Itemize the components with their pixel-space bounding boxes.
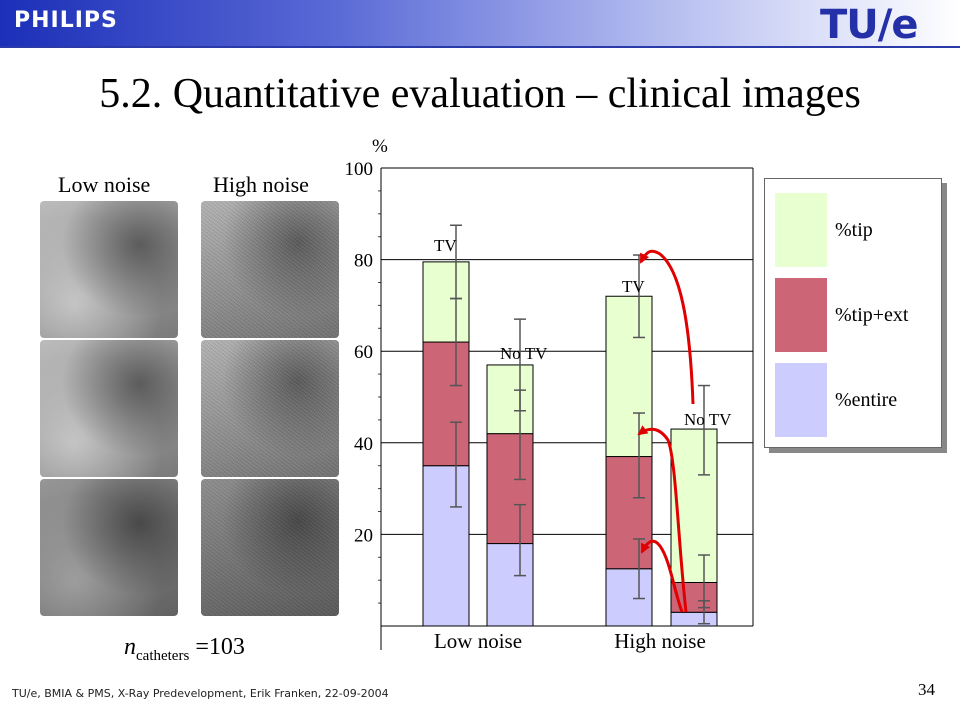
bar-4-label: No TV	[684, 410, 732, 429]
bar-2-tip-segment	[486, 364, 534, 435]
bar-2-label: No TV	[500, 344, 548, 363]
legend-label-tip-ext: %tip+ext	[835, 304, 909, 326]
low-noise-column-label: Low noise	[58, 172, 151, 197]
legend-swatch-tip	[775, 193, 827, 267]
bar-3-label: TV	[622, 277, 645, 296]
bar-1-tip-segment	[422, 261, 470, 343]
y-tick-label-60: 60	[354, 342, 373, 363]
bar-1-label: TV	[434, 236, 457, 255]
page-number: 34	[918, 680, 935, 699]
bar-4-entire-segment	[670, 611, 718, 627]
bar-3-entire-segment	[605, 568, 653, 627]
catheter-count-n: n	[124, 634, 136, 660]
catheter-count-value: =103	[195, 634, 245, 660]
red-arrow-1	[639, 249, 695, 405]
bar-1-entire-segment	[422, 465, 470, 627]
bar-4-tip-segment	[670, 428, 718, 583]
y-tick-label-100: 100	[345, 159, 374, 180]
tue-logo: TU/e	[820, 2, 919, 48]
legend-swatch-entire	[775, 363, 827, 437]
header-bar	[0, 0, 960, 46]
chart-legend: %tip %tip+ext %entire	[764, 178, 942, 448]
bar-2-tip-ext-segment	[486, 433, 534, 545]
philips-logo: PHILIPS	[14, 8, 118, 33]
red-arrow-2	[637, 425, 688, 613]
low-noise-image-2	[40, 340, 178, 477]
y-tick-label-80: 80	[354, 251, 373, 272]
high-noise-image-2	[201, 340, 339, 477]
low-noise-image-3	[40, 479, 178, 616]
slide-title: 5.2. Quantitative evaluation – clinical …	[99, 71, 861, 117]
footer-credits: TU/e, BMIA & PMS, X-Ray Predevelopment, …	[12, 687, 389, 700]
legend-swatch-tip-ext	[775, 278, 827, 352]
legend-label-tip: %tip	[835, 219, 873, 241]
y-tick-label-20: 20	[354, 525, 373, 546]
x-group-label-high-noise: High noise	[614, 629, 706, 653]
high-noise-image-3	[201, 479, 339, 616]
bar-3-tip-ext-segment	[605, 456, 653, 570]
bar-3-tip-segment	[605, 295, 653, 458]
bar-2-entire-segment	[486, 543, 534, 627]
red-arrow-3	[640, 539, 684, 613]
low-noise-image-1	[40, 201, 178, 338]
y-axis-unit-label: %	[372, 136, 388, 157]
high-noise-column-label: High noise	[213, 172, 309, 197]
catheter-count: ncatheters =103	[124, 634, 245, 665]
y-tick-label-40: 40	[354, 434, 373, 455]
legend-label-entire: %entire	[835, 389, 898, 411]
high-noise-image-1	[201, 201, 339, 338]
catheter-count-subscript: catheters	[136, 647, 190, 664]
bar-1-tip-ext-segment	[422, 341, 470, 467]
x-group-label-low-noise: Low noise	[434, 629, 522, 653]
header-divider	[0, 46, 960, 48]
